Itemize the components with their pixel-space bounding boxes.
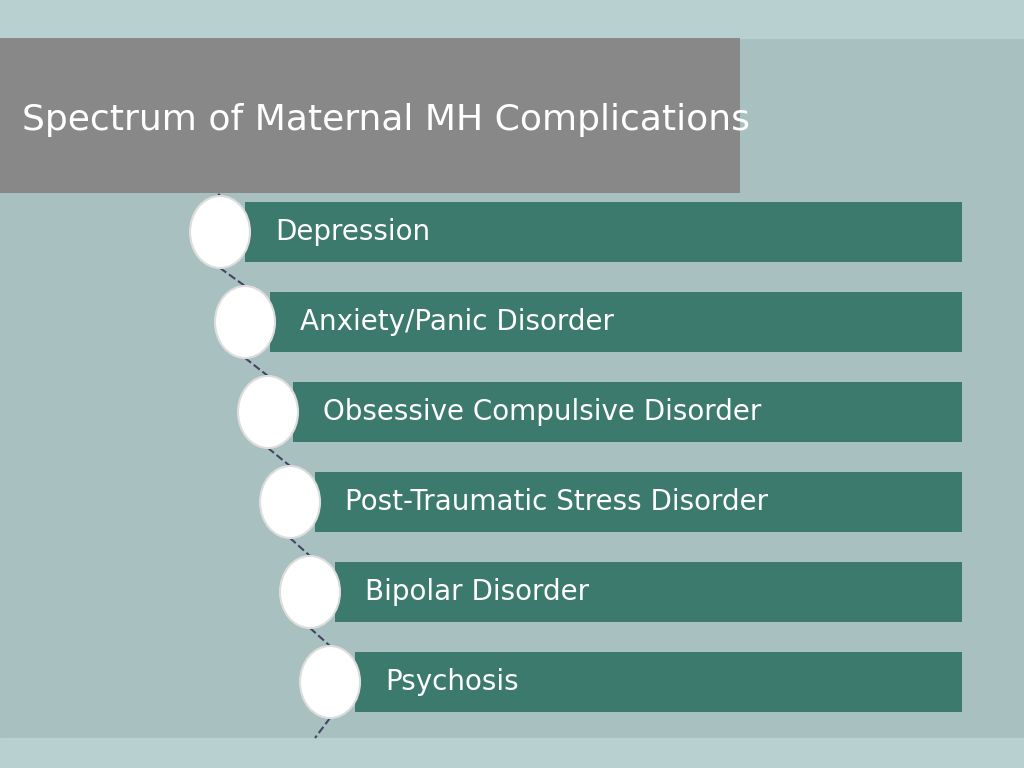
Text: Psychosis: Psychosis	[385, 668, 518, 696]
Ellipse shape	[190, 196, 250, 268]
Bar	[270, 292, 962, 352]
Ellipse shape	[280, 556, 340, 628]
Bar	[335, 562, 962, 622]
Bar	[245, 202, 962, 262]
Text: Bipolar Disorder: Bipolar Disorder	[365, 578, 589, 606]
Text: Anxiety/Panic Disorder: Anxiety/Panic Disorder	[300, 308, 614, 336]
Bar	[0, 738, 1024, 768]
Text: Spectrum of Maternal MH Complications: Spectrum of Maternal MH Complications	[22, 103, 750, 137]
Bar	[355, 652, 962, 712]
Text: Obsessive Compulsive Disorder: Obsessive Compulsive Disorder	[323, 398, 762, 426]
Ellipse shape	[238, 376, 298, 448]
Bar	[293, 382, 962, 442]
Bar	[0, 0, 1024, 38]
Bar	[315, 472, 962, 532]
Ellipse shape	[215, 286, 275, 358]
Ellipse shape	[260, 466, 319, 538]
Ellipse shape	[300, 646, 360, 718]
Bar	[0, 38, 740, 193]
Text: Post-Traumatic Stress Disorder: Post-Traumatic Stress Disorder	[345, 488, 768, 516]
Text: Depression: Depression	[275, 218, 430, 246]
